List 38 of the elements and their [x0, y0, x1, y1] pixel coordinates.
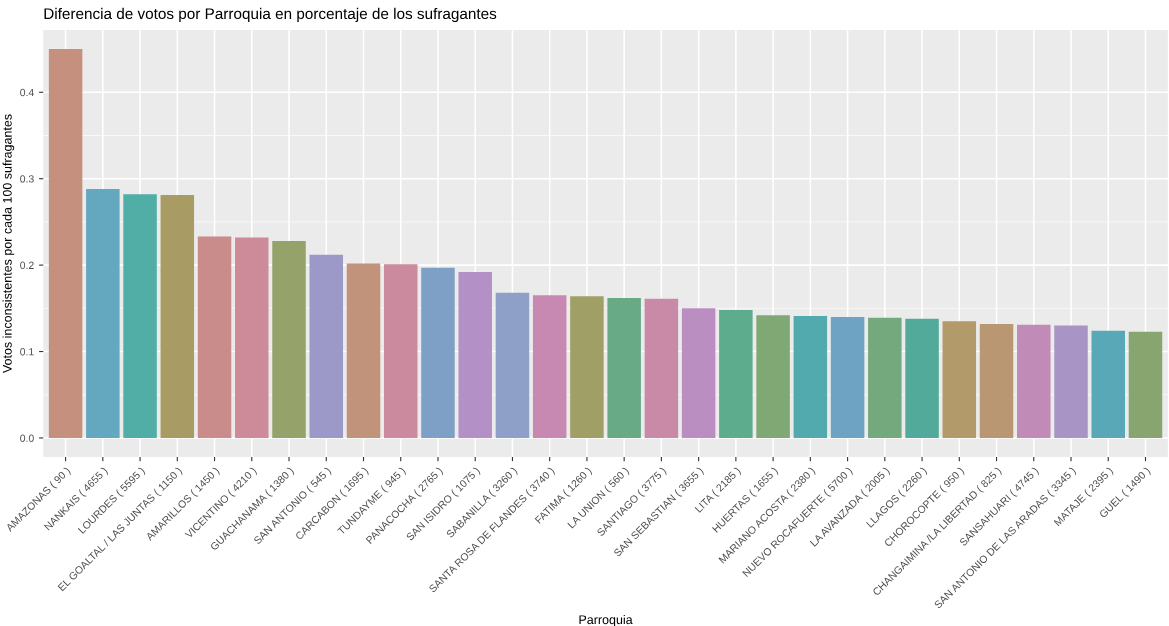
bar: [272, 240, 306, 438]
bar: [942, 321, 977, 438]
x-axis-title: Parroquia: [579, 614, 633, 626]
bar: [868, 317, 902, 438]
y-tick-label: 0.2: [20, 261, 34, 269]
bar: [905, 318, 939, 438]
bar: [1017, 324, 1051, 438]
bar: [346, 263, 381, 438]
bar: [570, 296, 604, 438]
bar: [756, 315, 790, 438]
bar: [86, 189, 120, 438]
bar: [793, 316, 828, 438]
bar: [719, 310, 753, 438]
bar: [458, 272, 492, 438]
bar: [830, 316, 865, 438]
bar: [1128, 331, 1163, 438]
y-tick-label: 0.3: [20, 175, 34, 183]
y-axis-title: Votos inconsistentes por cada 100 sufragantes: [2, 114, 15, 374]
bar: [421, 267, 455, 438]
bar: [309, 254, 344, 438]
bar: [607, 297, 641, 438]
y-tick-label: 0.0: [20, 434, 34, 442]
y-tick-label: 0.1: [20, 348, 34, 356]
bar: [1091, 330, 1126, 438]
y-tick-label: 0.4: [20, 88, 34, 97]
chart-title: Diferencia de votos por Parroquia en porcentaje de los sufragantes: [44, 7, 497, 23]
bar: [532, 295, 567, 438]
bar: [644, 298, 679, 438]
bar: [495, 292, 530, 438]
bar: [1054, 325, 1088, 438]
bar: [235, 237, 269, 438]
bar: [383, 264, 418, 438]
bar: [48, 49, 83, 438]
bar: [979, 323, 1014, 438]
bar: [197, 236, 232, 438]
bar: [681, 308, 716, 438]
bar: [123, 194, 157, 438]
bar: [160, 195, 195, 438]
